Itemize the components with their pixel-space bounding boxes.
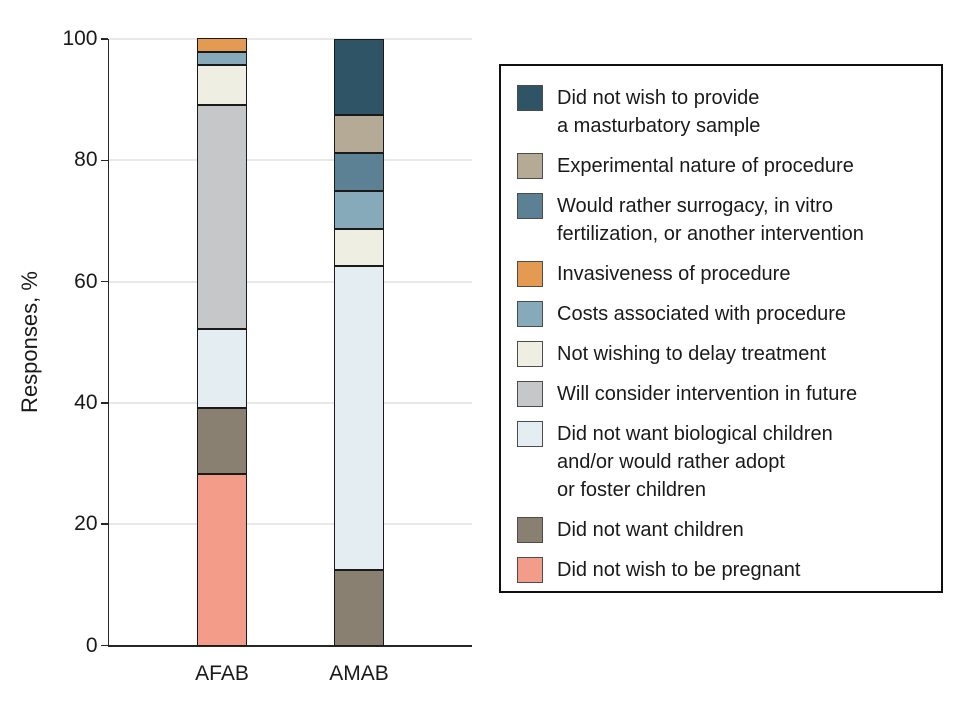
gridline-20	[108, 523, 472, 526]
bar-segment	[197, 473, 247, 646]
bar-segment	[197, 65, 247, 105]
bar-segment	[197, 104, 247, 329]
legend-swatch	[517, 85, 543, 111]
y-axis-line	[107, 39, 110, 646]
gridline-60	[108, 280, 472, 283]
legend-item: Invasiveness of procedure	[517, 260, 937, 288]
legend-item: Did not want children	[517, 516, 937, 544]
y-tick-mark-100	[100, 38, 108, 40]
y-tick-label-100: 100	[62, 27, 98, 50]
gridline-100	[108, 38, 472, 40]
legend-label: Experimental nature of procedure	[557, 155, 854, 177]
y-tick-mark-40	[100, 402, 108, 404]
x-tick-label-amab: AMAB	[329, 661, 389, 685]
x-axis-line	[107, 644, 472, 647]
y-tick-mark-60	[100, 280, 108, 283]
legend-item: Experimental nature of procedure	[517, 152, 937, 180]
legend-label: Costs associated with procedure	[557, 303, 847, 325]
x-tick-label-afab: AFAB	[195, 661, 249, 685]
chart-legend: Did not wish to provide a masturbatory s…	[499, 64, 943, 593]
legend-label: Did not want biological children and/or …	[557, 423, 833, 501]
y-tick-mark-20	[100, 523, 108, 525]
legend-swatch	[517, 193, 543, 219]
legend-item: Costs associated with procedure	[517, 300, 937, 328]
legend-item: Not wishing to delay treatment	[517, 340, 937, 368]
legend-label: Did not wish to be pregnant	[557, 559, 801, 581]
bar-segment	[334, 228, 384, 267]
legend-item: Did not wish to be pregnant	[517, 556, 937, 584]
bar-segment	[334, 39, 384, 115]
bar-segment	[334, 569, 384, 646]
legend-swatch	[517, 421, 543, 447]
bar-segment	[197, 407, 247, 474]
y-tick-mark-80	[100, 159, 108, 162]
gridline-40	[108, 401, 472, 404]
legend-label: Not wishing to delay treatment	[557, 343, 827, 365]
legend-label: Will consider intervention in future	[557, 383, 858, 405]
gridline-80	[108, 159, 472, 162]
legend-label: Did not wish to provide a masturbatory s…	[557, 87, 761, 137]
legend-item: Would rather surrogacy, in vitro fertili…	[517, 192, 937, 248]
legend-swatch	[517, 517, 543, 543]
bar-segment	[197, 328, 247, 408]
bar-amab	[334, 39, 384, 646]
bar-segment	[334, 190, 384, 229]
y-tick-label-80: 80	[74, 148, 98, 172]
legend-item: Did not wish to provide a masturbatory s…	[517, 84, 937, 140]
legend-swatch	[517, 301, 543, 327]
legend-swatch	[517, 153, 543, 179]
legend-item: Will consider intervention in future	[517, 380, 937, 408]
bar-segment	[334, 152, 384, 191]
legend-label: Invasiveness of procedure	[557, 263, 791, 285]
y-tick-label-0: 0	[85, 633, 98, 657]
y-tick-label-40: 40	[74, 390, 98, 414]
legend-label: Did not want children	[557, 519, 744, 541]
legend-swatch	[517, 341, 543, 367]
bar-segment	[197, 51, 247, 66]
y-tick-label-20: 20	[74, 512, 98, 536]
y-tick-label-60: 60	[74, 269, 98, 293]
legend-swatch	[517, 557, 543, 583]
legend-swatch	[517, 261, 543, 287]
plot-area: 0 20 40 60 80 100 AFAB AMAB	[62, 27, 472, 685]
legend-label: Would rather surrogacy, in vitro fertili…	[557, 195, 864, 245]
legend-swatch	[517, 381, 543, 407]
bar-segment	[334, 114, 384, 153]
bar-segment	[334, 266, 384, 570]
bar-afab	[197, 38, 247, 646]
y-tick-mark-0	[100, 644, 108, 647]
bar-segment	[197, 38, 247, 52]
legend-item: Did not want biological children and/or …	[517, 420, 937, 504]
